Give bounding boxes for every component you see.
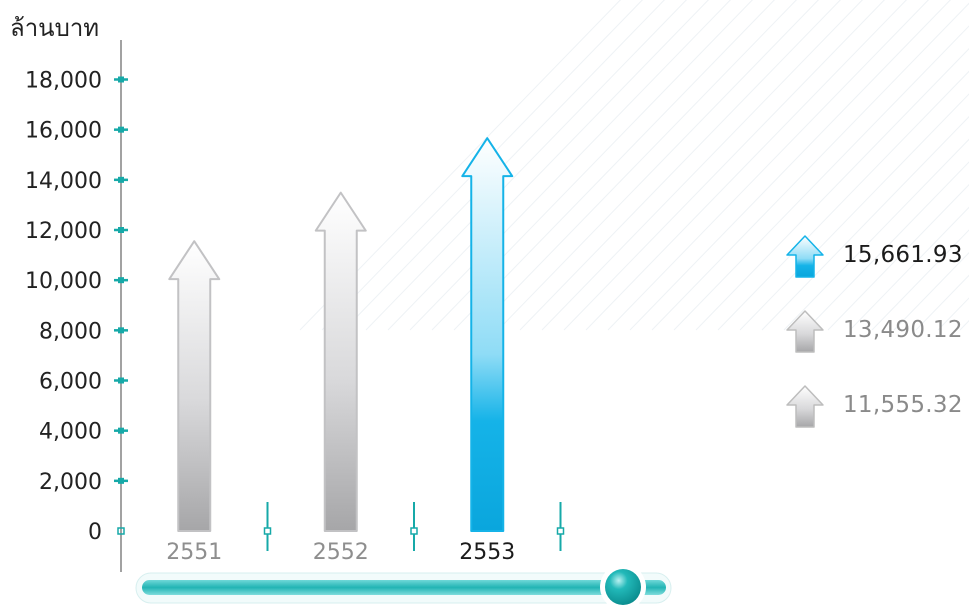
y-tick-marker bbox=[118, 277, 124, 284]
gray-arrow-icon bbox=[786, 385, 824, 428]
x-tick-label: 2552 bbox=[313, 540, 369, 565]
y-tick-mark bbox=[117, 527, 125, 535]
y-tick-marker bbox=[118, 477, 124, 484]
y-tick-marker bbox=[118, 176, 124, 183]
y-tick-label: 16,000 bbox=[25, 119, 102, 144]
category-separator-marker bbox=[263, 527, 272, 535]
y-axis-unit-label: ล้านบาท bbox=[10, 14, 100, 42]
category-separator-marker bbox=[410, 527, 418, 535]
y-tick-label: 14,000 bbox=[25, 169, 102, 194]
category-separator-marker bbox=[556, 527, 565, 535]
slider-knob-core[interactable] bbox=[605, 569, 641, 605]
legend-value: 13,490.12 bbox=[843, 317, 963, 343]
y-tick-marker bbox=[118, 227, 124, 233]
bar-2553 bbox=[461, 137, 514, 532]
y-tick-label: 10,000 bbox=[25, 269, 102, 294]
y-tick-label: 18,000 bbox=[25, 69, 102, 94]
y-tick-label: 8,000 bbox=[39, 319, 102, 344]
y-tick-marker bbox=[118, 126, 124, 133]
y-tick-marker bbox=[118, 327, 124, 334]
y-tick-label: 12,000 bbox=[25, 219, 102, 244]
x-tick-label: 2553 bbox=[459, 540, 515, 565]
legend-value: 11,555.32 bbox=[843, 392, 963, 418]
slider-track[interactable] bbox=[142, 580, 666, 595]
blue-arrow-icon bbox=[786, 235, 824, 278]
y-tick-marker bbox=[118, 427, 124, 434]
gray-arrow-icon bbox=[786, 310, 824, 353]
y-tick-label: 2,000 bbox=[39, 470, 102, 495]
x-tick-label: 2551 bbox=[166, 540, 222, 565]
y-tick-label: 6,000 bbox=[39, 370, 102, 395]
timeline-slider[interactable] bbox=[135, 564, 672, 608]
bar-2551 bbox=[168, 240, 221, 532]
y-tick-marker bbox=[118, 76, 124, 83]
legend-value: 15,661.93 bbox=[843, 242, 963, 268]
y-tick-marker bbox=[118, 377, 124, 384]
bar-2552 bbox=[314, 191, 367, 532]
y-tick-label: 0 bbox=[88, 520, 102, 545]
y-tick-label: 4,000 bbox=[39, 420, 102, 445]
